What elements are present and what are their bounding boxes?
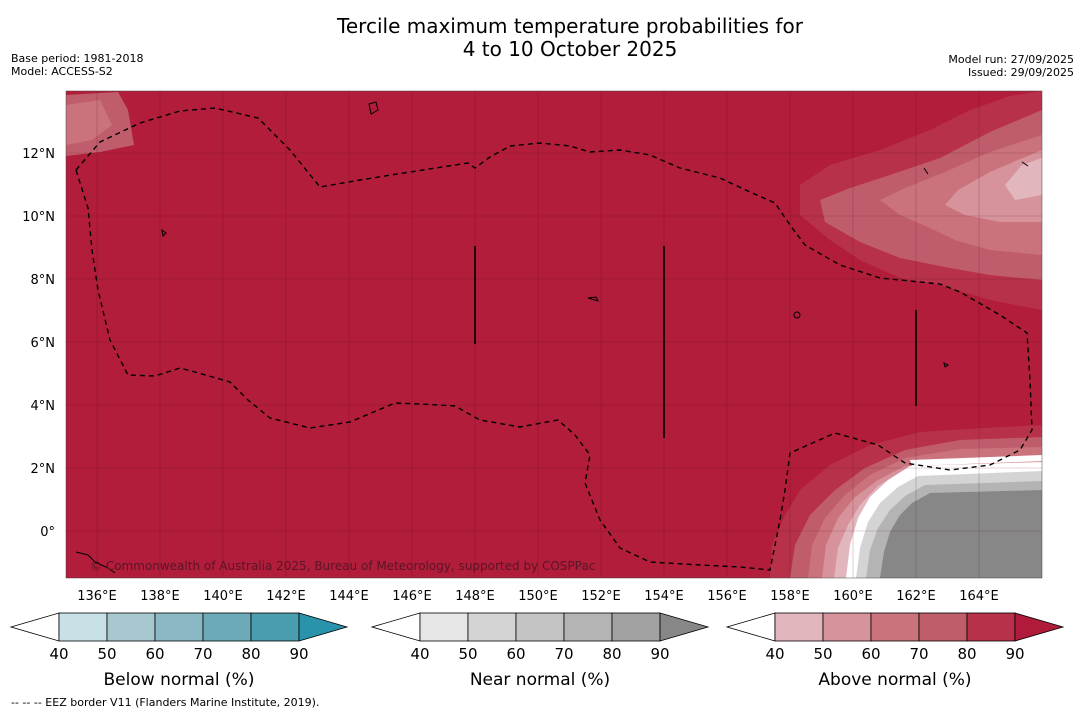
legend-swatch — [515, 612, 565, 642]
legend-swatch — [563, 612, 613, 642]
lon-label: 150°E — [518, 589, 558, 604]
legend-swatch — [822, 612, 872, 642]
legend-arrow-right — [1014, 612, 1065, 642]
lat-label: 0° — [40, 525, 55, 540]
copyright-text: © Commonwealth of Australia 2025, Bureau… — [90, 559, 595, 573]
legend-arrow-right — [298, 612, 349, 642]
lon-label: 144°E — [329, 589, 369, 604]
lat-label: 6°N — [31, 336, 56, 351]
legend-title: Above normal (%) — [818, 670, 971, 690]
legend-tick: 90 — [289, 645, 308, 663]
lon-label: 162°E — [896, 589, 936, 604]
legend-above-normal: 40 50 60 70 80 90 Above normal (%) — [725, 612, 1065, 690]
model-name: Model: ACCESS-S2 — [11, 65, 113, 78]
latitude-labels: 12°N 10°N 8°N 6°N 4°N 2°N 0° — [22, 147, 55, 540]
white-strip — [910, 455, 1042, 466]
lon-label: 160°E — [833, 589, 873, 604]
lon-label: 152°E — [581, 589, 621, 604]
longitude-labels: 136°E 138°E 140°E 142°E 144°E 146°E 148°… — [77, 589, 999, 604]
legend-swatch — [918, 612, 968, 642]
legend-swatch — [966, 612, 1016, 642]
legend-tick: 50 — [97, 645, 116, 663]
lon-label: 148°E — [455, 589, 495, 604]
map-frame — [65, 90, 1043, 579]
graticule — [66, 91, 1042, 578]
lon-label: 158°E — [770, 589, 810, 604]
lon-label: 142°E — [266, 589, 306, 604]
legend-arrow-left — [370, 612, 421, 642]
legend-tick: 60 — [506, 645, 525, 663]
legend-tick: 80 — [241, 645, 260, 663]
legend-near-normal: 40 50 60 70 80 90 Near normal (%) — [370, 612, 710, 690]
legend-tick: 40 — [49, 645, 68, 663]
legend-swatch — [870, 612, 920, 642]
lon-label: 156°E — [707, 589, 747, 604]
legend-swatch — [419, 612, 469, 642]
legend-arrow-right — [659, 612, 710, 642]
map-title: Tercile maximum temperature probabilitie… — [0, 15, 1085, 61]
issued-date: Issued: 29/09/2025 — [967, 66, 1074, 79]
lon-label: 164°E — [959, 589, 999, 604]
lat-label: 2°N — [31, 462, 56, 477]
eez-footnote: -- -- -- EEZ border V11 (Flanders Marine… — [11, 696, 320, 709]
probability-patch-ne-40 — [1005, 158, 1042, 200]
meta-left: Base period: 1981-2018 Model: ACCESS-S2 — [11, 52, 143, 78]
legend-swatch — [202, 612, 252, 642]
legend-tick: 70 — [554, 645, 573, 663]
legend-tick: 60 — [861, 645, 880, 663]
lat-label: 8°N — [31, 273, 56, 288]
probability-patch-nw-inner — [66, 100, 112, 145]
legend-swatch — [154, 612, 204, 642]
legend-arrow-left — [9, 612, 60, 642]
near-normal-90 — [880, 490, 1042, 578]
lat-label: 12°N — [22, 147, 55, 162]
legend-tick: 80 — [602, 645, 621, 663]
title-line-1: Tercile maximum temperature probabilitie… — [337, 14, 803, 38]
legend-tick: 90 — [1005, 645, 1024, 663]
legend-title: Below normal (%) — [104, 670, 255, 690]
lat-label: 10°N — [22, 210, 55, 225]
legend-swatch — [250, 612, 300, 642]
title-line-2: 4 to 10 October 2025 — [462, 37, 678, 61]
legend-below-normal: 40 50 60 70 80 90 Below normal (%) — [9, 612, 349, 690]
eez-border — [75, 107, 1033, 571]
legend-tick: 50 — [813, 645, 832, 663]
base-period: Base period: 1981-2018 — [11, 52, 144, 65]
legend-swatch — [106, 612, 156, 642]
legend-title: Near normal (%) — [470, 670, 610, 690]
lon-label: 138°E — [140, 589, 180, 604]
legend-swatch — [58, 612, 108, 642]
model-run: Model run: 27/09/2025 — [948, 53, 1074, 66]
legend-arrow-left — [725, 612, 776, 642]
legend-tick: 90 — [650, 645, 669, 663]
legend-tick: 50 — [458, 645, 477, 663]
legend-tick: 70 — [193, 645, 212, 663]
legend-tick: 40 — [765, 645, 784, 663]
legend-tick: 60 — [145, 645, 164, 663]
legend-tick: 80 — [957, 645, 976, 663]
probability-patch-ne-50 — [945, 150, 1042, 222]
legend-swatch — [611, 612, 661, 642]
lon-label: 154°E — [644, 589, 684, 604]
legend-tick: 40 — [410, 645, 429, 663]
lat-label: 4°N — [31, 399, 56, 414]
map-area: © Commonwealth of Australia 2025, Bureau… — [66, 91, 1042, 578]
lon-label: 146°E — [392, 589, 432, 604]
lon-label: 136°E — [77, 589, 117, 604]
lon-label: 140°E — [203, 589, 243, 604]
islands — [75, 101, 1029, 574]
legend-tick: 70 — [909, 645, 928, 663]
meta-right: Model run: 27/09/2025 Issued: 29/09/2025 — [948, 53, 1074, 79]
legend-swatch — [774, 612, 824, 642]
legend-swatch — [467, 612, 517, 642]
